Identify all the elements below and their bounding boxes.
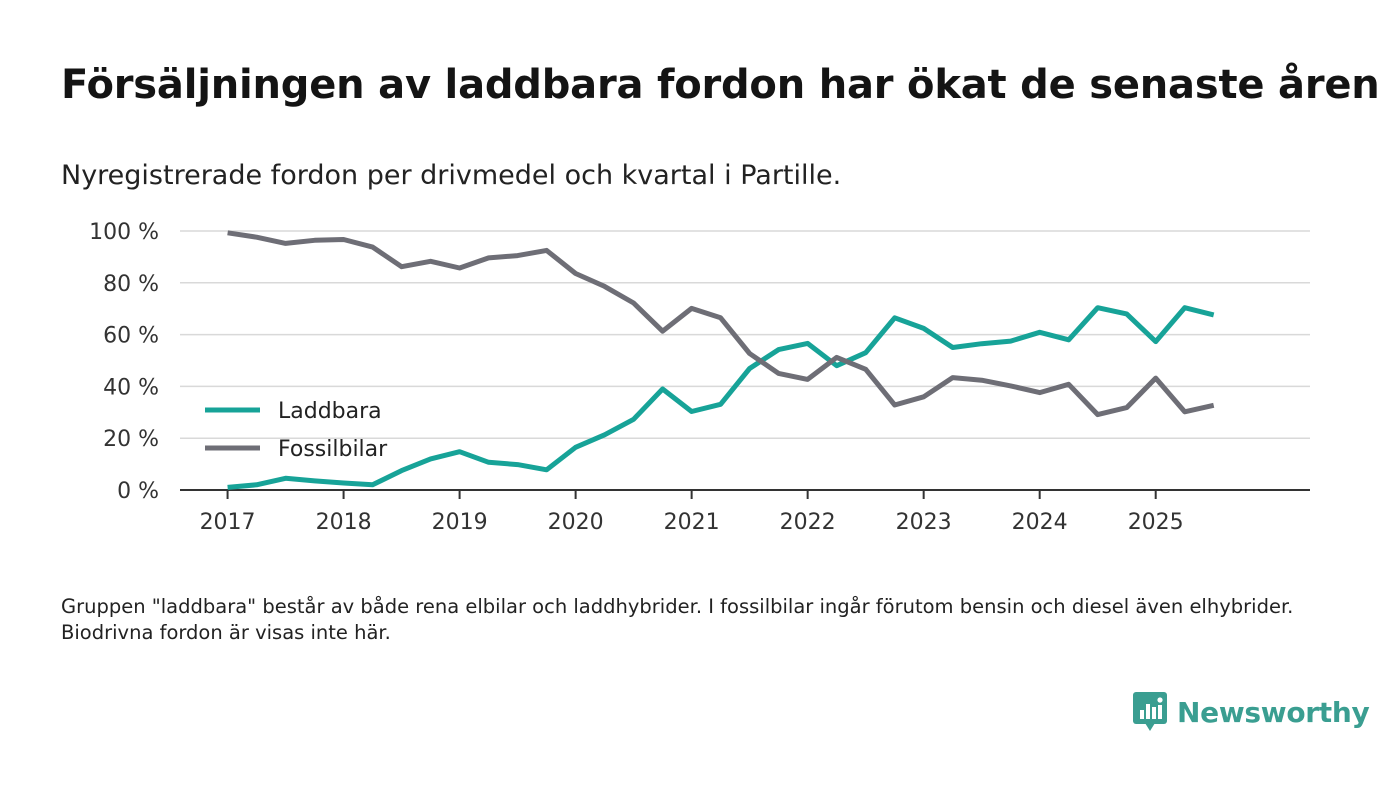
- y-tick-label: 100 %: [89, 220, 159, 245]
- series-line-fossilbilar: [227, 230, 1215, 418]
- legend-label-laddbara: Laddbara: [278, 399, 382, 424]
- chart-title: Försäljningen av laddbara fordon har öka…: [61, 62, 1380, 108]
- y-tick-label: 0 %: [117, 479, 159, 504]
- line-chart: 0 % 20 % 40 % 60 % 80 % 100 % 2017 2018 2019 2020…: [89, 220, 1310, 535]
- chart-subtitle: Nyregistrerade fordon per drivmedel och …: [61, 160, 842, 191]
- x-tick-label: 2023: [896, 510, 952, 535]
- x-tick-label: 2019: [432, 510, 488, 535]
- x-tick-label: 2025: [1128, 510, 1184, 535]
- legend-label-fossilbilar: Fossilbilar: [278, 437, 388, 462]
- y-tick-label: 40 %: [103, 375, 159, 400]
- footnote: Gruppen "laddbara" består av både rena e…: [61, 595, 1294, 644]
- x-tick-label: 2018: [316, 510, 372, 535]
- y-tick-label: 80 %: [103, 272, 159, 297]
- x-tick-label: 2020: [548, 510, 604, 535]
- series-line-laddbara: [227, 305, 1215, 490]
- brand-logo[interactable]: Newsworthy: [1133, 690, 1370, 734]
- x-tick-label: 2022: [780, 510, 836, 535]
- brand-name: Newsworthy: [1177, 695, 1370, 729]
- x-tick-label: 2024: [1012, 510, 1068, 535]
- x-tick-label: 2021: [664, 510, 720, 535]
- newsworthy-logo-icon: [1133, 692, 1167, 731]
- y-tick-label: 20 %: [103, 427, 159, 452]
- x-tick-label: 2017: [200, 510, 256, 535]
- y-tick-label: 60 %: [103, 324, 159, 349]
